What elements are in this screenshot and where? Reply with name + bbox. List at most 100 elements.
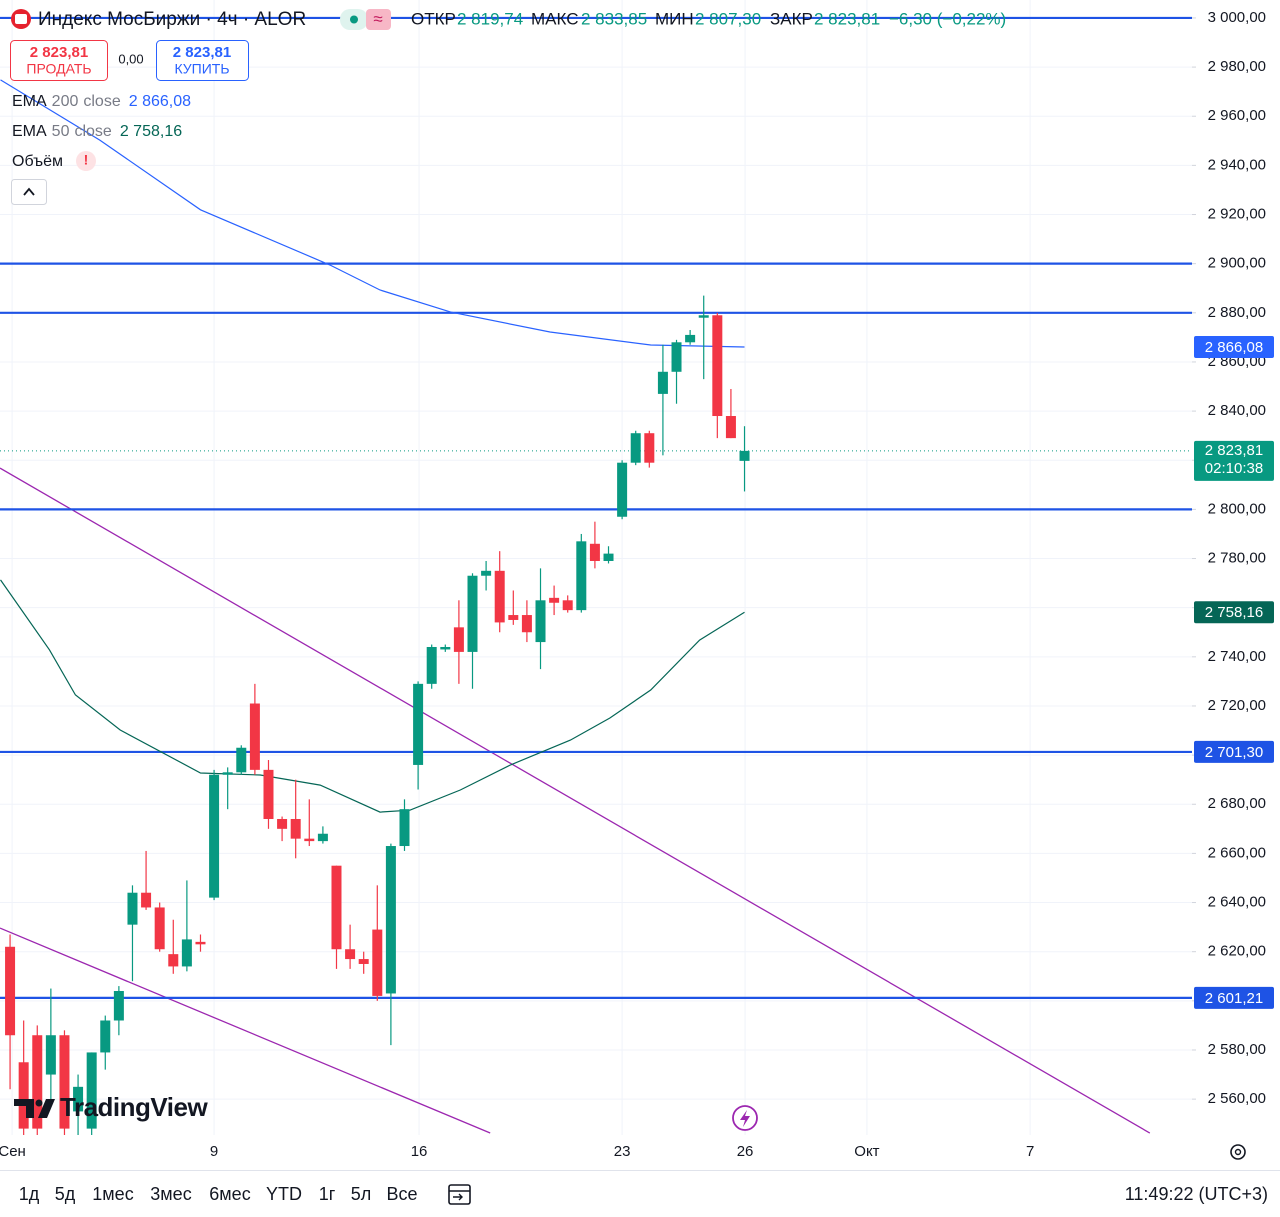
legend-entry: EMA 50 close 2 758,16 xyxy=(12,123,182,140)
ema-badge-label: 2 758,16 xyxy=(1205,604,1263,621)
candle-body xyxy=(440,646,451,650)
sell-label: ПРОДАТЬ xyxy=(26,61,91,77)
y-tick-label: 2 920,00 xyxy=(1208,205,1266,222)
symbol-title[interactable]: Индекс МосБиржи · 4ч · ALOR xyxy=(38,9,306,30)
trend-line xyxy=(0,467,1151,1134)
x-tick-label: Сен xyxy=(0,1143,26,1160)
legend-value: 2 866,08 xyxy=(129,93,191,110)
y-tick-label: 2 800,00 xyxy=(1208,500,1266,517)
change: −6,30 (−0,22%) xyxy=(889,9,1006,28)
x-tick-label: 16 xyxy=(411,1143,428,1160)
candle-body xyxy=(113,991,124,1021)
candle-body xyxy=(86,1052,97,1129)
candle-body xyxy=(685,334,696,343)
collapse-icon xyxy=(23,187,35,196)
approx-mark: ≈ xyxy=(373,9,382,28)
range-button[interactable]: 1д xyxy=(19,1184,40,1204)
candle-body xyxy=(18,1062,29,1129)
calendar-icon xyxy=(448,1184,471,1205)
candle-body xyxy=(345,949,356,960)
y-tick-label: 2 940,00 xyxy=(1208,156,1266,173)
candle-body xyxy=(467,575,478,652)
candle-body xyxy=(236,747,247,773)
range-button[interactable]: 1мес xyxy=(92,1184,133,1204)
candle-body xyxy=(562,600,573,611)
y-tick-label: 2 900,00 xyxy=(1208,255,1266,272)
sell-button[interactable] xyxy=(10,40,108,81)
approx-pill[interactable] xyxy=(366,9,391,30)
logo-icon xyxy=(14,1099,55,1118)
x-tick-label: 9 xyxy=(210,1143,218,1160)
candle-body xyxy=(304,838,315,842)
range-button[interactable]: 5л xyxy=(351,1184,372,1204)
ohlc-label: ЗАКР xyxy=(770,9,813,28)
candle-body xyxy=(549,597,560,603)
collapse-button[interactable] xyxy=(11,179,47,205)
y-tick-label: 2 640,00 xyxy=(1208,894,1266,911)
candle-body xyxy=(617,462,628,517)
y-tick-label: 2 680,00 xyxy=(1208,795,1266,812)
candle-body xyxy=(317,833,328,842)
y-tick-label: 2 780,00 xyxy=(1208,549,1266,566)
last-price-badge xyxy=(1194,440,1274,481)
countdown: 02:10:38 xyxy=(1205,460,1263,477)
range-button[interactable]: Все xyxy=(386,1184,417,1204)
candle-body xyxy=(494,570,505,623)
candle-body xyxy=(426,646,437,684)
y-tick-label: 2 980,00 xyxy=(1208,58,1266,75)
y-tick-label: 2 580,00 xyxy=(1208,1041,1266,1058)
x-tick-label: 7 xyxy=(1026,1143,1034,1160)
y-tick-label: 2 840,00 xyxy=(1208,402,1266,419)
candle-body xyxy=(725,416,736,439)
x-tick-label: 26 xyxy=(737,1143,754,1160)
buy-button[interactable] xyxy=(156,40,249,81)
clock[interactable]: 11:49:22 (UTC+3) xyxy=(1125,1184,1268,1204)
volume-alert-bg[interactable] xyxy=(76,151,96,171)
goto-date-button[interactable] xyxy=(448,1184,471,1205)
candle-body xyxy=(589,543,600,561)
level-badge-label: 2 701,30 xyxy=(1205,744,1263,761)
range-button[interactable]: 3мес xyxy=(150,1184,191,1204)
settings-icon[interactable] xyxy=(1230,1144,1246,1160)
legend-name: EMA xyxy=(12,93,47,110)
range-button[interactable]: 6мес xyxy=(209,1184,250,1204)
range-button[interactable]: 1г xyxy=(319,1184,336,1204)
status-dot xyxy=(350,15,358,24)
x-tick-label: 23 xyxy=(614,1143,631,1160)
level-badge xyxy=(1194,740,1274,763)
candle-body xyxy=(45,1035,56,1075)
candle-body xyxy=(100,1020,111,1053)
ema-badge xyxy=(1194,601,1274,624)
sell-price: 2 823,81 xyxy=(30,44,88,61)
candle-body xyxy=(5,946,16,1036)
candle-body xyxy=(630,433,641,463)
ohlc-label: ОТКР xyxy=(411,9,456,28)
logo-icon-dot xyxy=(35,1099,43,1107)
candle-body xyxy=(657,371,668,394)
y-tick-label: 2 740,00 xyxy=(1208,648,1266,665)
candle-body xyxy=(535,600,546,643)
candle-body xyxy=(127,892,138,925)
settings-icon-center xyxy=(1234,1148,1242,1156)
candle-body xyxy=(698,315,709,318)
range-button[interactable]: YTD xyxy=(266,1184,302,1204)
legend-length: 200 xyxy=(52,93,79,110)
candle-body xyxy=(644,433,655,463)
candle-body xyxy=(141,892,152,908)
legend-source: close xyxy=(74,123,111,140)
y-tick-label: 2 620,00 xyxy=(1208,943,1266,960)
event-bolt xyxy=(740,1110,750,1127)
ohlc-value: 2 819,74 xyxy=(457,9,523,28)
volume-name[interactable]: Объём xyxy=(12,153,63,170)
ohlc-value: 2 833,85 xyxy=(581,9,647,28)
y-tick-label: 2 960,00 xyxy=(1208,107,1266,124)
candle-body xyxy=(372,929,383,996)
y-tick-label: 3 000,00 xyxy=(1208,9,1266,26)
calendar-icon-arrow xyxy=(453,1193,463,1201)
candle-body xyxy=(59,1035,70,1129)
candle-body xyxy=(181,939,192,967)
ema-badge-label: 2 866,08 xyxy=(1205,339,1263,356)
candle-body xyxy=(481,570,492,576)
range-button[interactable]: 5д xyxy=(55,1184,76,1204)
